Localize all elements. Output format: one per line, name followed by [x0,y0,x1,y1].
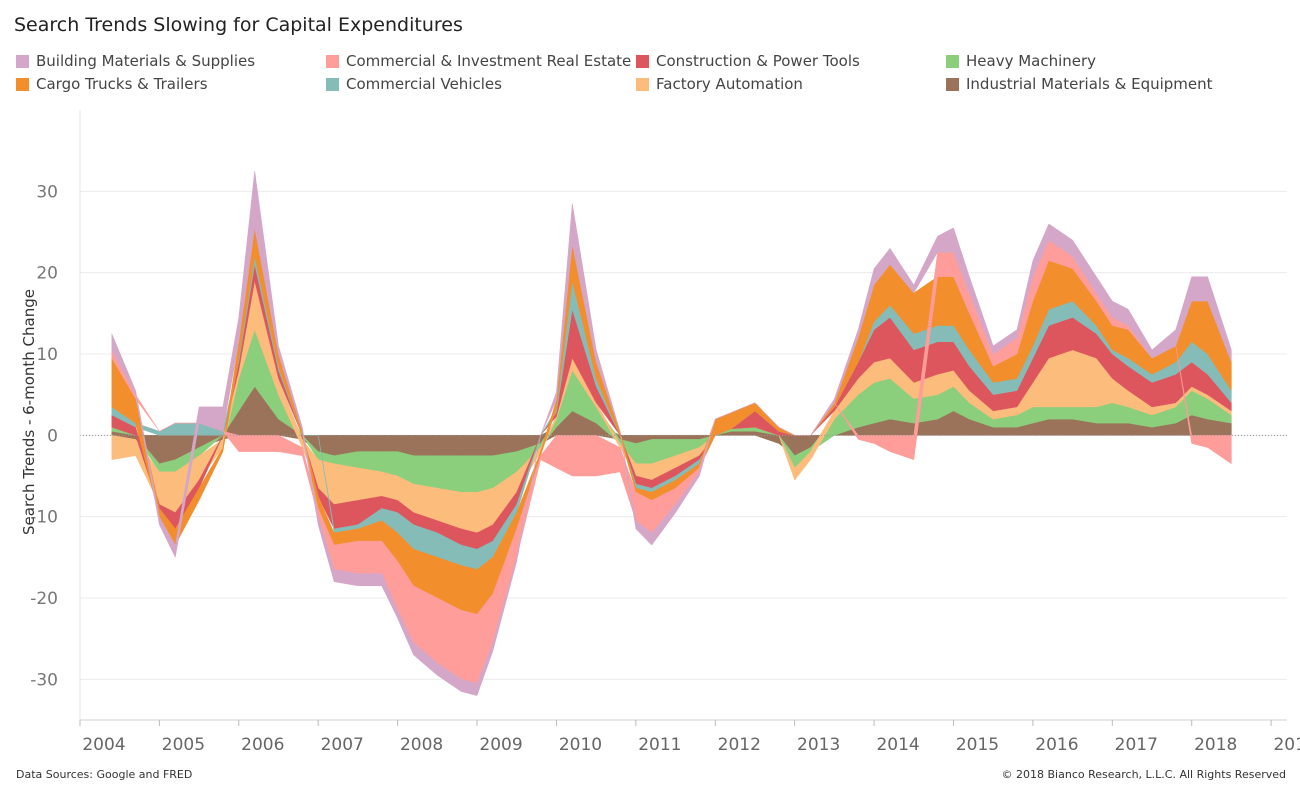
y-tick-label: 10 [36,345,58,365]
y-tick-label: 0 [47,426,58,446]
x-tick-label: 2007 [321,735,364,755]
legend-item-commercial-vehicles[interactable]: Commercial Vehicles [326,75,502,93]
legend-swatch [326,54,339,68]
x-tick-label: 2015 [956,735,999,755]
x-tick-label: 2004 [82,735,125,755]
chart-legend: Building Materials & Supplies Commercial… [16,52,1286,100]
area-building-materials-supplies [111,170,1232,696]
legend-swatch [636,54,649,68]
x-tick-label: 2010 [559,735,602,755]
legend-item-construction-tools[interactable]: Construction & Power Tools [636,52,860,70]
legend-item-commercial-real-estate[interactable]: Commercial & Investment Real Estate [326,52,631,70]
x-tick-label: 2017 [1115,735,1158,755]
legend-item-factory-automation[interactable]: Factory Automation [636,75,803,93]
legend-item-building-materials[interactable]: Building Materials & Supplies [16,52,255,70]
x-tick-label: 2014 [876,735,919,755]
legend-item-industrial-materials[interactable]: Industrial Materials & Equipment [946,75,1213,93]
legend-swatch [636,77,649,91]
y-tick-label: -20 [30,589,58,609]
chart-title: Search Trends Slowing for Capital Expend… [14,14,463,36]
legend-swatch [326,77,339,91]
legend-swatch [946,54,959,68]
x-tick-label: 2006 [241,735,284,755]
legend-item-cargo-trucks[interactable]: Cargo Trucks & Trailers [16,75,208,93]
legend-label: Factory Automation [656,75,803,93]
x-tick-label: 2018 [1194,735,1237,755]
x-tick-label: 2012 [718,735,761,755]
legend-item-heavy-machinery[interactable]: Heavy Machinery [946,52,1096,70]
legend-swatch [16,54,29,68]
y-tick-label: 20 [36,264,58,284]
legend-label: Heavy Machinery [966,52,1097,70]
y-tick-label: 30 [36,182,58,202]
x-tick-label: 2009 [479,735,522,755]
legend-swatch [946,77,959,91]
copyright-note: © 2018 Bianco Research, L.L.C. All Right… [1001,768,1286,781]
y-tick-label: -10 [30,508,58,528]
x-tick-label: 2008 [400,735,443,755]
x-tick-label: 2013 [797,735,840,755]
legend-label: Industrial Materials & Equipment [966,75,1213,93]
y-axis-label: Search Trends - 6-month Change [20,289,38,535]
legend-label: Commercial Vehicles [346,75,502,93]
x-tick-label: 2016 [1035,735,1078,755]
legend-swatch [16,77,29,91]
legend-label: Cargo Trucks & Trailers [36,75,208,93]
y-tick-label: -30 [30,670,58,690]
x-tick-label: 2005 [162,735,205,755]
stacked-areas [111,170,1232,696]
legend-label: Construction & Power Tools [656,52,860,70]
legend-label: Commercial & Investment Real Estate [346,52,632,70]
x-tick-label: 2011 [638,735,681,755]
x-tick-label: 2019 [1273,735,1300,755]
legend-label: Building Materials & Supplies [36,52,256,70]
source-note: Data Sources: Google and FRED [16,768,193,781]
